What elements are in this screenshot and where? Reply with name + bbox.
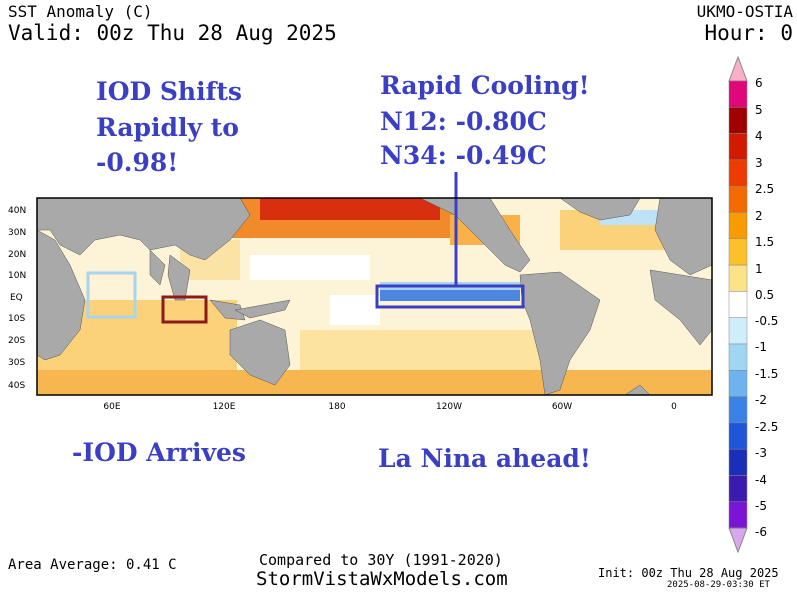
lat-label: 10S	[8, 314, 25, 324]
lat-label: 20N	[8, 250, 26, 260]
equatorial-pacific-cold-tongue	[380, 289, 520, 301]
colorbar-swatch	[728, 343, 748, 371]
lat-label: EQ	[10, 293, 23, 303]
colorbar-swatch	[728, 264, 748, 292]
colorbar-swatch	[728, 212, 748, 240]
iod-shift-text-line1: IOD Shifts	[96, 77, 242, 106]
la-nina-text: La Nina ahead!	[378, 444, 591, 473]
land-masses	[37, 198, 712, 395]
colorbar-label: -2	[755, 393, 767, 407]
nino-box	[375, 284, 525, 309]
colorbar-swatch	[728, 370, 748, 397]
latitude-axis: 40N 30N 20N 10N EQ 10S 20S 30S 40S	[8, 206, 26, 391]
colorbar-label: -4	[755, 473, 767, 487]
render-timestamp: 2025-08-29-03:30 ET	[667, 580, 770, 590]
iod-arrives-text: -IOD Arrives	[72, 438, 246, 467]
colorbar-label: -6	[755, 525, 767, 539]
iod-east-box	[161, 295, 208, 324]
longitude-axis: 60E 120E 180 120W 60W 0	[103, 402, 677, 412]
colorbar-label: -3	[755, 446, 767, 460]
colorbar-swatch	[728, 396, 748, 424]
model-name: UKMO-OSTIA	[696, 2, 793, 21]
valid-time: Valid: 00z Thu 28 Aug 2025	[8, 21, 337, 45]
colorbar-swatch	[728, 107, 748, 134]
lat-label: 20S	[8, 336, 25, 346]
colorbar-label: 5	[755, 103, 763, 117]
climatology-note: Compared to 30Y (1991-2020)	[259, 551, 503, 569]
colorbar-label: -2.5	[755, 420, 779, 434]
colorbar-label: -5	[755, 499, 767, 513]
colorbar-swatch	[728, 291, 748, 318]
colorbar-swatch	[728, 238, 748, 266]
cooling-text-line3: N34: -0.49C	[380, 141, 547, 170]
colorbar-label: -0.5	[755, 314, 779, 328]
colorbar-swatch	[728, 80, 748, 108]
lat-label: 40N	[8, 206, 26, 216]
colorbar-swatch	[728, 159, 748, 187]
lon-label: 0	[671, 402, 677, 412]
colorbar-swatch	[728, 185, 748, 213]
lat-label: 10N	[8, 271, 26, 281]
lon-label: 60E	[103, 402, 120, 412]
cooling-text-line2: N12: -0.80C	[380, 107, 547, 136]
product-title: SST Anomaly (C)	[8, 2, 153, 21]
lon-label: 120E	[213, 402, 236, 412]
colorbar-label: 2	[755, 209, 763, 223]
site-watermark: StormVistaWxModels.com	[256, 568, 508, 590]
colorbar-label: 4	[755, 129, 763, 143]
lon-label: 120W	[436, 402, 462, 412]
colorbar-label: 3	[755, 156, 763, 170]
colorbar-label: 2.5	[755, 182, 775, 196]
colorbar-label: 1.5	[755, 235, 775, 249]
lon-label: 60W	[552, 402, 572, 412]
colorbar-swatch	[728, 501, 748, 529]
colorbar-label: 6	[755, 76, 763, 90]
init-time: Init: 00z Thu 28 Aug 2025	[598, 566, 779, 580]
colorbar-swatch	[728, 448, 748, 476]
area-average: Area Average: 0.41 C	[8, 557, 177, 573]
iod-shift-text-line2: Rapidly to	[96, 113, 239, 142]
colorbar-label: 1	[755, 262, 763, 276]
colorbar	[728, 55, 748, 554]
colorbar-bottom-arrow	[728, 527, 748, 554]
lon-label: 180	[328, 402, 345, 412]
lat-label: 30N	[8, 228, 26, 238]
colorbar-swatch	[728, 422, 748, 450]
iod-west-box	[86, 271, 137, 319]
colorbar-swatch	[728, 133, 748, 161]
colorbar-top-arrow	[728, 55, 748, 82]
colorbar-label: -1	[755, 340, 767, 354]
colorbar-label: -1.5	[755, 367, 779, 381]
cooling-text-line1: Rapid Cooling!	[380, 71, 590, 100]
colorbar-swatch	[728, 317, 748, 345]
colorbar-swatch	[728, 475, 748, 503]
colorbar-label: 0.5	[755, 288, 775, 302]
lat-label: 40S	[8, 381, 25, 391]
iod-shift-text-line3: -0.98!	[96, 148, 179, 177]
forecast-hour: Hour: 0	[704, 21, 793, 45]
lat-label: 30S	[8, 358, 25, 368]
